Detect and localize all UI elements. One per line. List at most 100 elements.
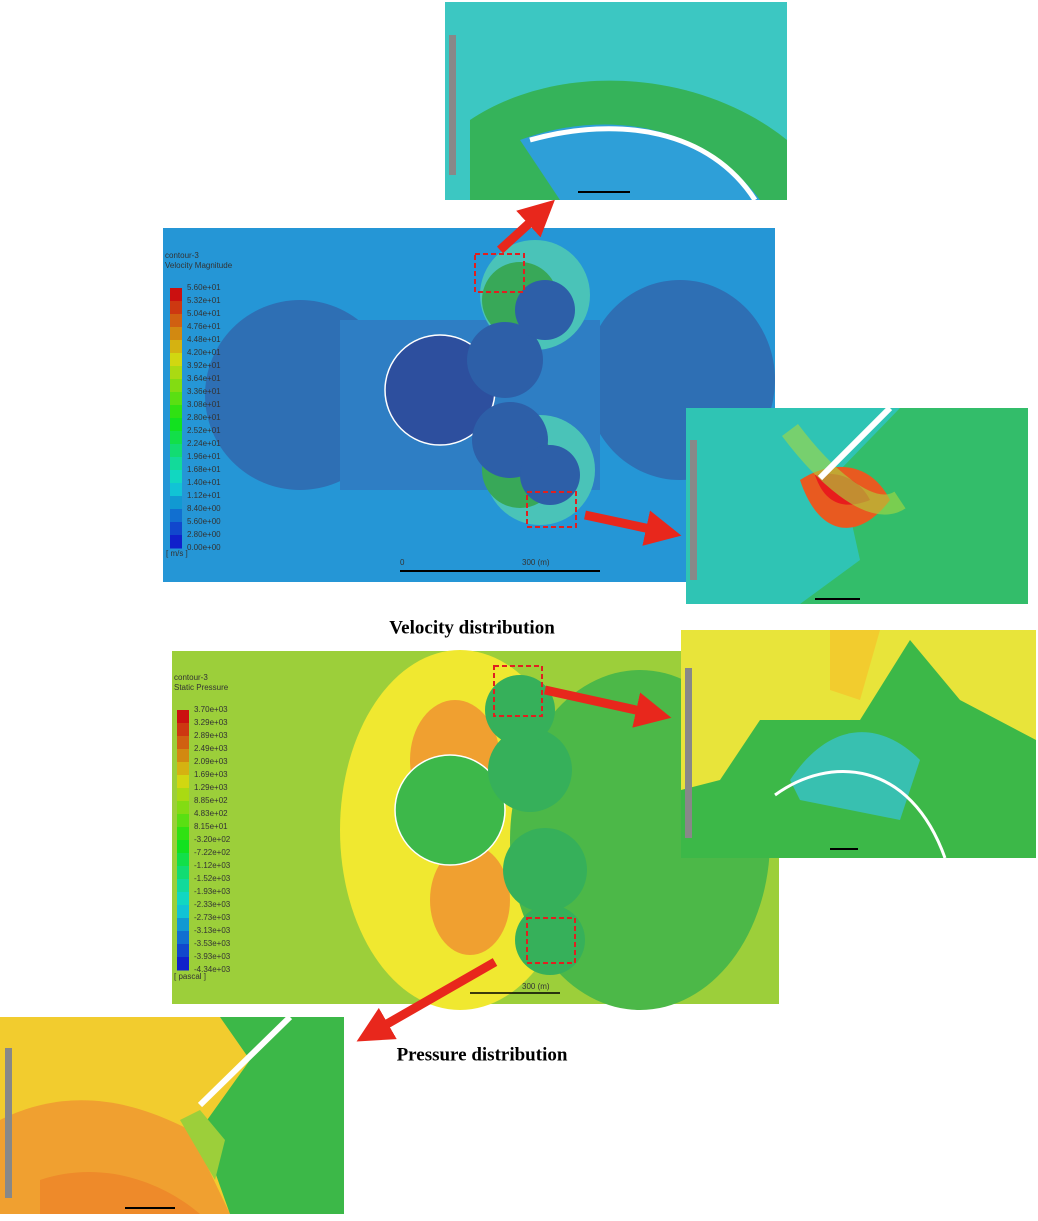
legend-swatch <box>170 288 182 302</box>
legend-label: 1.40e+01 <box>187 478 221 487</box>
arrows <box>356 199 682 1042</box>
velocity-legend: contour-3 Velocity Magnitude [ m/s ] 0 3… <box>165 251 550 567</box>
legend-label: 1.12e+01 <box>187 491 221 500</box>
scale-label: 0 <box>400 558 405 567</box>
legend-swatch <box>170 340 182 354</box>
legend-swatch <box>170 522 182 536</box>
legend-label: -4.34e+03 <box>194 965 231 974</box>
legend-swatch <box>177 957 189 971</box>
legend-swatch <box>177 892 189 906</box>
legend-swatch <box>177 710 189 724</box>
pressure-legend: contour-3 Static Pressure [ pascal ] 300… <box>174 673 550 991</box>
pressure-contour <box>172 650 779 1010</box>
legend-swatch <box>170 444 182 458</box>
legend-label: 3.64e+01 <box>187 374 221 383</box>
legend-swatch <box>170 431 182 445</box>
legend-label: 5.32e+01 <box>187 296 221 305</box>
legend-label: -2.33e+03 <box>194 900 231 909</box>
legend-title: contour-3 <box>165 251 199 260</box>
legend-swatch <box>170 314 182 328</box>
legend-label: -1.52e+03 <box>194 874 231 883</box>
caption: Velocity distribution <box>389 617 555 638</box>
legend-subtitle: Velocity Magnitude <box>165 261 233 270</box>
legend-label: 8.85e+02 <box>194 796 228 805</box>
legend-label: 8.15e+01 <box>194 822 228 831</box>
legend-label: 0.00e+00 <box>187 543 221 552</box>
legend-label: 3.92e+01 <box>187 361 221 370</box>
legend-label: 4.83e+02 <box>194 809 228 818</box>
legend-label: 3.29e+03 <box>194 718 228 727</box>
legend-label: 2.09e+03 <box>194 757 228 766</box>
scale-label: 300 (m) <box>522 982 550 991</box>
velocity-contour <box>163 228 775 582</box>
legend-swatch <box>177 879 189 893</box>
legend-unit: [ pascal ] <box>174 972 206 981</box>
legend-swatch <box>177 918 189 932</box>
legend-swatch <box>170 509 182 523</box>
legend-swatch <box>177 853 189 867</box>
legend-label: 4.76e+01 <box>187 322 221 331</box>
legend-swatch <box>170 470 182 484</box>
legend-swatch <box>170 353 182 367</box>
legend-swatch <box>170 379 182 393</box>
legend-swatch <box>170 366 182 380</box>
legend-title: contour-3 <box>174 673 208 682</box>
legend-swatch <box>177 944 189 958</box>
legend-label: 1.96e+01 <box>187 452 221 461</box>
legend-swatch <box>177 866 189 880</box>
legend-label: 2.52e+01 <box>187 426 221 435</box>
velocity-inset-top <box>445 2 787 202</box>
legend-unit: [ m/s ] <box>166 549 188 558</box>
legend-swatch <box>177 723 189 737</box>
legend-label: 1.69e+03 <box>194 770 228 779</box>
legend-label: -1.12e+03 <box>194 861 231 870</box>
legend-swatch <box>177 762 189 776</box>
legend-swatch <box>177 775 189 789</box>
legend-label: -2.73e+03 <box>194 913 231 922</box>
velocity-inset-right <box>686 405 1028 604</box>
legend-swatch <box>177 931 189 945</box>
legend-swatch <box>177 840 189 854</box>
legend-swatch <box>170 535 182 549</box>
legend-swatch <box>170 418 182 432</box>
legend-swatch <box>177 801 189 815</box>
legend-swatch <box>170 327 182 341</box>
legend-label: -1.93e+03 <box>194 887 231 896</box>
legend-label: 1.29e+03 <box>194 783 228 792</box>
legend-swatch <box>177 736 189 750</box>
legend-subtitle: Static Pressure <box>174 683 229 692</box>
legend-swatch <box>177 749 189 763</box>
legend-label: 4.48e+01 <box>187 335 221 344</box>
legend-swatch <box>170 405 182 419</box>
legend-label: 2.49e+03 <box>194 744 228 753</box>
legend-label: 2.24e+01 <box>187 439 221 448</box>
pressure-inset-right <box>681 630 1036 859</box>
legend-label: -3.20e+02 <box>194 835 231 844</box>
legend-label: 1.68e+01 <box>187 465 221 474</box>
legend-swatch <box>177 814 189 828</box>
legend-label: 3.08e+01 <box>187 400 221 409</box>
legend-label: -3.53e+03 <box>194 939 231 948</box>
caption: Pressure distribution <box>397 1044 568 1065</box>
pressure-inset-bottom <box>0 1014 344 1214</box>
legend-swatch <box>170 496 182 510</box>
legend-label: 5.60e+00 <box>187 517 221 526</box>
legend-swatch <box>170 301 182 315</box>
legend-swatch <box>177 905 189 919</box>
legend-label: -7.22e+02 <box>194 848 231 857</box>
scale-label: 300 (m) <box>522 558 550 567</box>
legend-label: -3.13e+03 <box>194 926 231 935</box>
legend-swatch <box>170 392 182 406</box>
legend-label: 2.80e+01 <box>187 413 221 422</box>
legend-label: 3.70e+03 <box>194 705 228 714</box>
legend-label: 5.60e+01 <box>187 283 221 292</box>
legend-swatch <box>170 457 182 471</box>
legend-label: -3.93e+03 <box>194 952 231 961</box>
legend-label: 8.40e+00 <box>187 504 221 513</box>
legend-label: 4.20e+01 <box>187 348 221 357</box>
legend-swatch <box>170 483 182 497</box>
legend-label: 2.80e+00 <box>187 530 221 539</box>
legend-label: 2.89e+03 <box>194 731 228 740</box>
